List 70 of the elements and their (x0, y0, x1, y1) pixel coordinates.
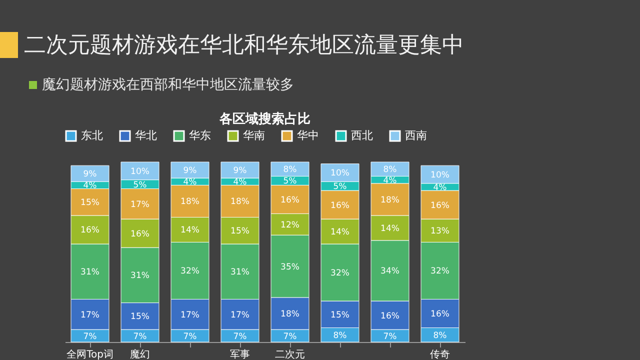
data-label: 13% (430, 226, 450, 237)
data-label: 34% (380, 266, 400, 277)
data-label: 16% (330, 200, 350, 211)
data-label: 7% (83, 332, 97, 342)
data-label: 7% (133, 332, 147, 342)
data-label: 16% (280, 195, 300, 206)
data-label: 15% (80, 198, 100, 208)
legend-label: 华中 (297, 129, 319, 142)
data-label: 15% (130, 312, 150, 322)
chart-title: 二次元题材游戏在华北和华东地区流量更集中 (24, 32, 464, 60)
data-label: 16% (380, 311, 400, 322)
data-label: 17% (80, 310, 100, 320)
data-label: 12% (280, 220, 300, 230)
data-label: 14% (180, 226, 200, 236)
data-label: 31% (80, 268, 100, 278)
data-label: 17% (180, 310, 200, 320)
data-label: 35% (280, 262, 300, 272)
data-label: 32% (330, 268, 350, 278)
data-label: 18% (280, 309, 300, 320)
legend-label: 华南 (243, 129, 265, 142)
data-label: 9% (233, 166, 247, 176)
data-label: 14% (380, 224, 400, 234)
data-label: 8% (433, 330, 447, 341)
data-label: 16% (430, 200, 450, 211)
data-label: 5% (133, 180, 147, 190)
x-tick-label: 全网Top词 (66, 348, 114, 360)
data-label: 8% (333, 330, 347, 341)
data-label: 31% (230, 268, 250, 278)
data-label: 4% (183, 178, 197, 188)
data-label: 32% (430, 266, 450, 277)
data-label: 10% (130, 166, 150, 177)
data-label: 7% (233, 332, 247, 342)
data-label: 4% (83, 181, 97, 192)
data-label: 7% (383, 332, 397, 342)
data-label: 18% (380, 195, 400, 206)
data-label: 9% (183, 166, 197, 176)
data-label: 16% (130, 229, 150, 240)
legend-label: 西南 (405, 129, 427, 142)
legend-label: 华北 (135, 129, 157, 142)
data-label: 18% (230, 197, 250, 208)
data-label: 7% (183, 332, 197, 342)
data-label: 14% (330, 228, 350, 238)
data-label: 32% (180, 266, 200, 277)
data-label: 16% (80, 226, 100, 236)
x-tick-label: 魔幻 (130, 348, 150, 360)
data-label: 10% (330, 168, 350, 179)
data-label: 9% (83, 170, 97, 180)
legend-label: 华东 (189, 129, 211, 142)
data-label: 18% (180, 197, 200, 208)
data-label: 5% (283, 176, 297, 187)
x-tick-label: 军事 (230, 348, 250, 360)
data-label: 7% (283, 332, 297, 342)
data-label: 10% (430, 170, 450, 180)
text: 各区域搜索占比 (218, 111, 310, 127)
data-label: 15% (230, 226, 250, 237)
data-label: 4% (433, 182, 447, 193)
chart-subtitle: 魔幻题材游戏在西部和华中地区流量较多 (42, 76, 294, 94)
x-tick-label: 二次元 (275, 350, 305, 360)
data-label: 16% (430, 309, 450, 320)
data-label: 8% (383, 165, 397, 176)
data-label: 15% (330, 310, 350, 320)
data-label: 5% (333, 182, 347, 192)
data-label: 31% (130, 271, 150, 282)
data-label: 8% (283, 165, 297, 176)
data-label: 17% (130, 200, 150, 210)
data-label: 4% (233, 178, 247, 188)
legend-label: 西北 (351, 129, 373, 142)
x-tick-label: 传奇 (430, 350, 450, 360)
data-label: 17% (230, 310, 250, 320)
legend-label: 东北 (81, 129, 103, 142)
